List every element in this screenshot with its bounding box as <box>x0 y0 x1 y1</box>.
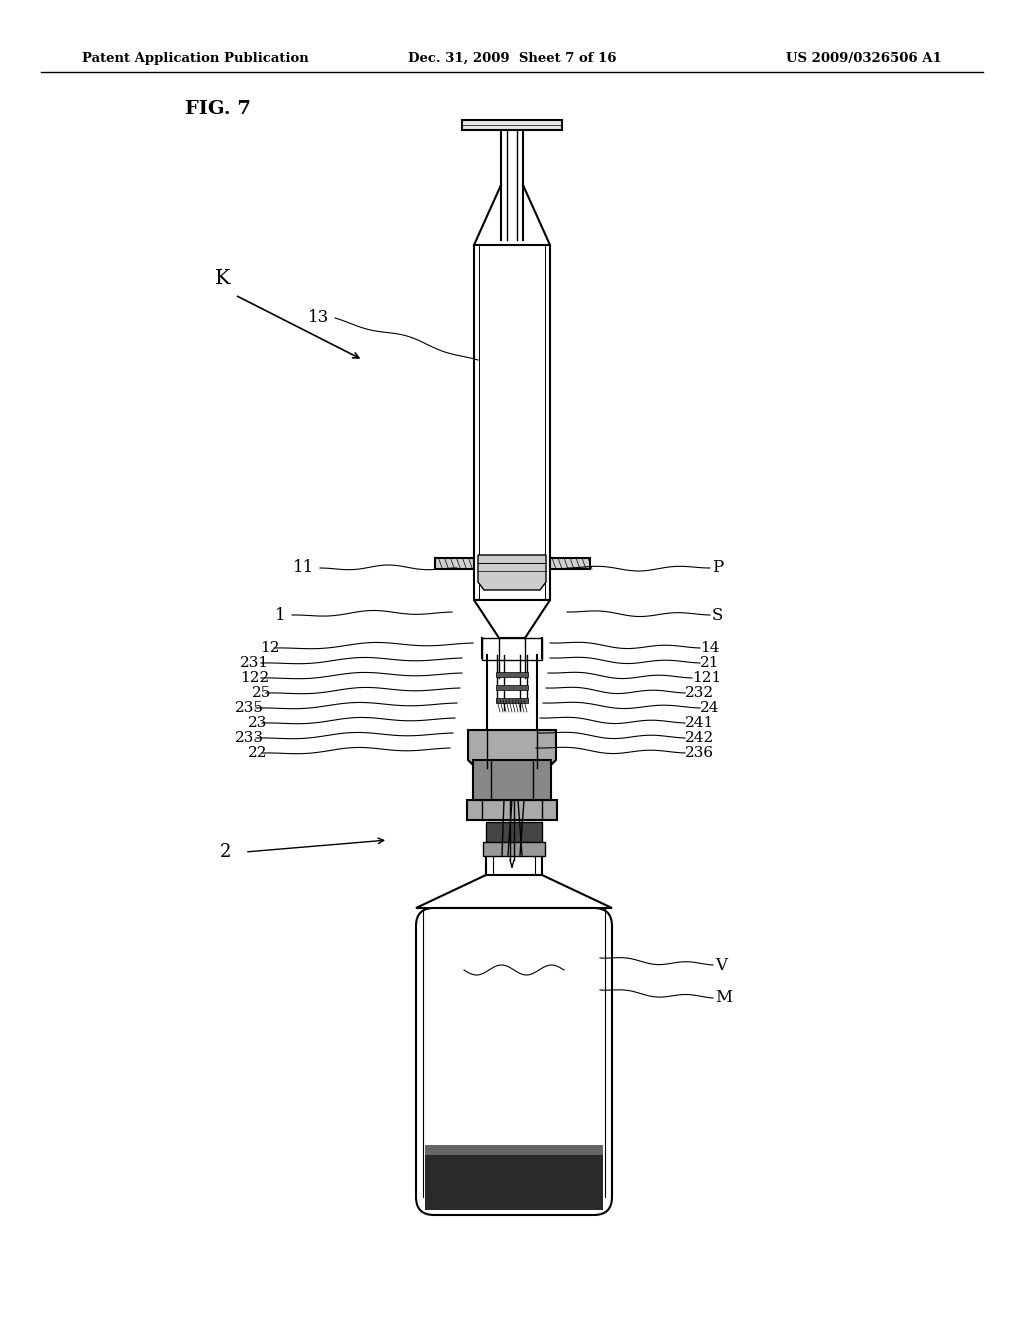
Text: 242: 242 <box>685 731 715 744</box>
Bar <box>483 842 545 855</box>
Bar <box>434 558 474 569</box>
Text: 235: 235 <box>234 701 264 715</box>
Polygon shape <box>474 601 550 638</box>
Bar <box>496 672 528 677</box>
Bar <box>482 638 542 660</box>
Text: 121: 121 <box>692 671 721 685</box>
Polygon shape <box>468 730 556 768</box>
Polygon shape <box>416 875 612 908</box>
Bar <box>473 760 551 800</box>
Text: V: V <box>715 957 727 974</box>
Text: 25: 25 <box>252 686 271 700</box>
Bar <box>496 685 528 690</box>
Text: 11: 11 <box>293 560 314 577</box>
Bar <box>425 1155 603 1210</box>
Text: 231: 231 <box>240 656 269 671</box>
Bar <box>425 1144 603 1155</box>
Bar <box>550 558 590 569</box>
Text: US 2009/0326506 A1: US 2009/0326506 A1 <box>786 51 942 65</box>
Text: Dec. 31, 2009  Sheet 7 of 16: Dec. 31, 2009 Sheet 7 of 16 <box>408 51 616 65</box>
Text: 22: 22 <box>248 746 267 760</box>
Bar <box>467 800 557 820</box>
Text: 21: 21 <box>700 656 720 671</box>
Text: 13: 13 <box>308 309 330 326</box>
Text: 24: 24 <box>700 701 720 715</box>
Text: 14: 14 <box>700 642 720 655</box>
Bar <box>486 822 542 850</box>
Text: Patent Application Publication: Patent Application Publication <box>82 51 309 65</box>
Text: 1: 1 <box>275 606 286 623</box>
Polygon shape <box>478 554 546 590</box>
Text: M: M <box>715 990 732 1006</box>
Text: 23: 23 <box>248 715 267 730</box>
Text: S: S <box>712 606 723 623</box>
Text: 232: 232 <box>685 686 714 700</box>
Text: 233: 233 <box>234 731 264 744</box>
Bar <box>474 246 550 601</box>
Bar <box>462 120 562 129</box>
Text: 236: 236 <box>685 746 714 760</box>
Text: P: P <box>712 560 723 577</box>
Text: FIG. 7: FIG. 7 <box>185 100 251 117</box>
Text: K: K <box>215 268 230 288</box>
FancyBboxPatch shape <box>416 908 612 1214</box>
Bar <box>496 698 528 704</box>
Text: 2: 2 <box>220 843 231 861</box>
Text: 12: 12 <box>260 642 280 655</box>
Text: 122: 122 <box>240 671 269 685</box>
Polygon shape <box>474 185 550 246</box>
Text: 241: 241 <box>685 715 715 730</box>
